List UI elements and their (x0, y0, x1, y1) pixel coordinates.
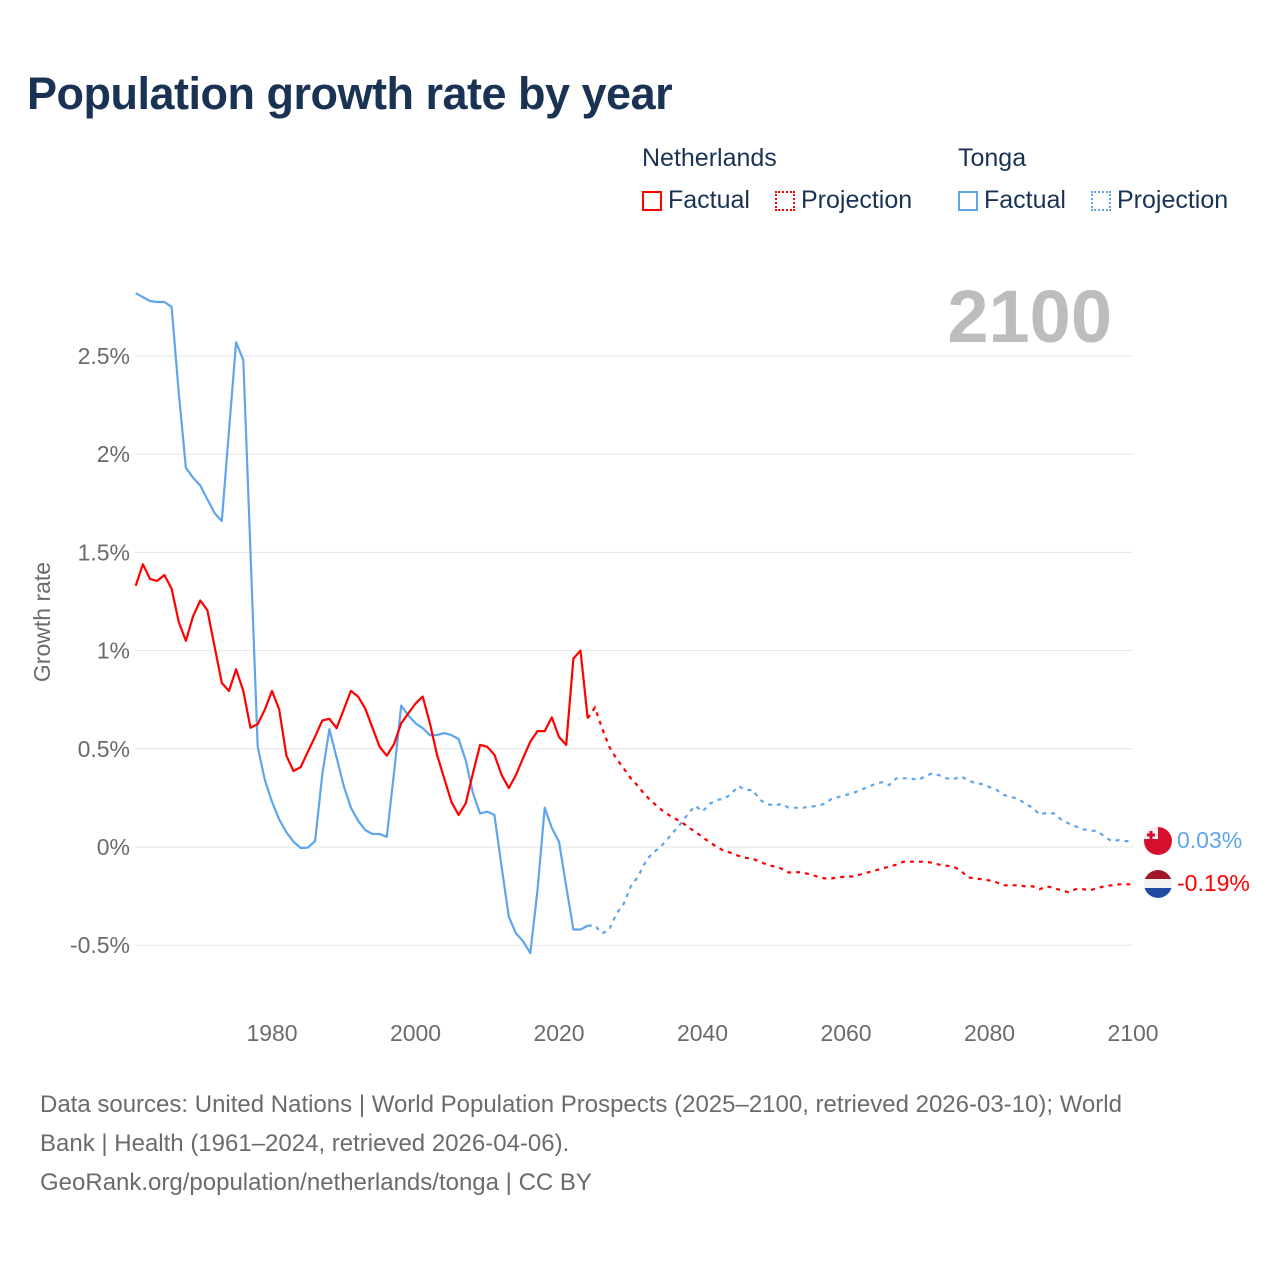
legend-label: Factual (984, 186, 1066, 214)
chart-title: Population growth rate by year (27, 68, 673, 119)
year-indicator: 2100 (947, 275, 1112, 358)
footer-sources-line1: Data sources: United Nations | World Pop… (40, 1091, 1122, 1118)
legend-country-tonga: Tonga (958, 144, 1027, 172)
y-tick-label: 1.5% (78, 539, 130, 565)
legend-label: Projection (801, 186, 913, 214)
netherlands-end-label: -0.19% (1177, 870, 1250, 896)
x-tick-label: 2020 (533, 1020, 584, 1046)
footer-attribution-link[interactable]: GeoRank.org/population/netherlands/tonga… (40, 1169, 592, 1196)
y-tick-label: 0% (97, 834, 130, 860)
x-tick-label: 2000 (390, 1020, 441, 1046)
y-tick-label: 0.5% (78, 736, 130, 762)
legend-label: Factual (668, 186, 750, 214)
netherlands-flag-icon (1144, 870, 1172, 898)
legend-swatch-solid-icon (958, 190, 978, 211)
x-tick-label: 1980 (246, 1020, 297, 1046)
y-tick-label: 2.5% (78, 343, 130, 369)
y-tick-label: 1% (97, 638, 130, 664)
y-tick-label: 2% (97, 441, 130, 467)
netherlands-projection-line (586, 705, 1133, 894)
legend-netherlands-factual[interactable]: Factual (642, 186, 750, 215)
y-axis-label: Growth rate (29, 562, 55, 682)
x-tick-label: 2080 (964, 1020, 1015, 1046)
tonga-flag-icon (1144, 827, 1172, 855)
legend-swatch-dotted-icon (775, 190, 795, 211)
tonga-factual-line (135, 292, 589, 955)
y-tick-label: -0.5% (70, 932, 130, 958)
netherlands-factual-line (134, 563, 589, 817)
legend-tonga-factual[interactable]: Factual (958, 186, 1066, 215)
x-tick-label: 2040 (677, 1020, 728, 1046)
legend-country-netherlands: Netherlands (642, 144, 777, 172)
x-tick-label: 2100 (1107, 1020, 1158, 1046)
legend-swatch-solid-icon (642, 190, 662, 211)
legend-swatch-dotted-icon (1091, 190, 1111, 211)
tonga-end-label: 0.03% (1177, 827, 1242, 853)
legend-label: Projection (1117, 186, 1229, 214)
tonga-projection-line (587, 772, 1133, 935)
legend-netherlands-projection[interactable]: Projection (775, 186, 912, 215)
x-tick-label: 2060 (820, 1020, 871, 1046)
legend-tonga-projection[interactable]: Projection (1091, 186, 1228, 215)
footer-sources-line2: Bank | Health (1961–2024, retrieved 2026… (40, 1130, 570, 1157)
